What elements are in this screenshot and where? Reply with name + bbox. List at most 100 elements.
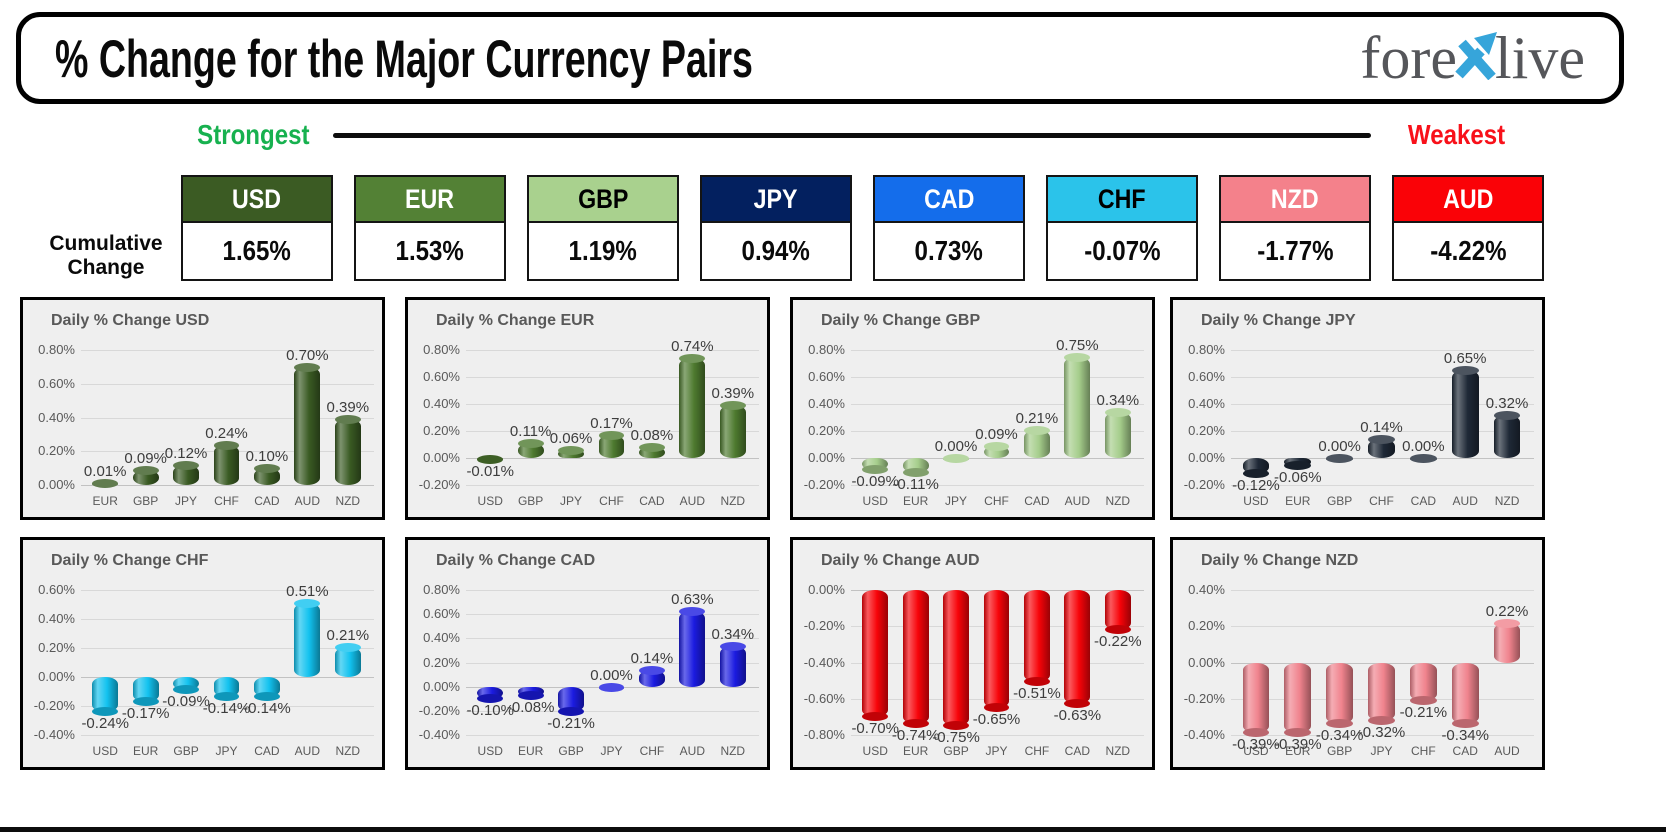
bar-value-label: 0.00% [1402, 438, 1445, 455]
bar-cap [679, 354, 706, 364]
gridline [466, 404, 759, 405]
bar-value-label: 0.39% [326, 399, 370, 417]
currency-code-label: EUR [405, 183, 455, 214]
bar-cad-aud [679, 606, 706, 687]
bar-value-label: 0.70% [286, 346, 329, 364]
bar-value-label: -0.34% [1315, 727, 1364, 745]
bar-value-label: 0.00% [1318, 438, 1361, 455]
bar-aud-jpy [983, 590, 1010, 712]
y-axis-tick-label: 0.40% [808, 396, 845, 411]
bar-value-label: 0.06% [549, 429, 593, 447]
gridline [466, 590, 759, 591]
x-axis-label: GBP [1326, 494, 1353, 508]
bar-cap [1368, 435, 1395, 445]
y-axis-tick-label: 0.80% [808, 342, 845, 357]
bar-cap [334, 642, 361, 652]
bar-gbp-nzd [1104, 408, 1131, 458]
x-axis-label: GBP [173, 744, 199, 758]
y-axis-tick-label: 0.80% [1188, 342, 1225, 357]
bar-cap [213, 440, 240, 450]
bar-cap [294, 362, 321, 372]
bar-cap [558, 707, 584, 717]
gridline [1231, 404, 1534, 405]
bar-aud-eur [902, 590, 929, 729]
bar-value-label: 0.00% [934, 438, 978, 455]
bar-jpy-aud [1451, 366, 1479, 458]
bar-cap [638, 665, 665, 675]
bar-value-label: 0.75% [1056, 336, 1099, 354]
x-axis-label: CAD [254, 744, 280, 758]
bottom-divider [0, 827, 1666, 832]
y-axis-tick-label: -0.20% [1183, 691, 1225, 706]
gridline [466, 485, 759, 486]
bar-cap [598, 682, 625, 692]
x-axis-label: JPY [600, 744, 623, 758]
bar-gbp-cad [1023, 425, 1050, 458]
bar-value-label: 0.09% [975, 425, 1018, 443]
x-axis-label: CHF [214, 494, 239, 508]
bar-value-label: 0.74% [671, 338, 714, 356]
bar-cap [983, 441, 1010, 451]
x-axis-label: EUR [517, 744, 544, 758]
x-axis-label: AUD [679, 744, 706, 758]
bar-chf-usd [92, 677, 119, 716]
bar-value-label: 0.51% [286, 583, 329, 601]
bar-value-label: -0.21% [1399, 703, 1448, 721]
y-axis-tick-label: 0.00% [808, 582, 845, 597]
bar-cap [1368, 715, 1395, 725]
y-axis-tick-label: 0.60% [38, 582, 75, 597]
bar-value-label: -0.74% [891, 727, 940, 745]
bar-cad-gbp [558, 686, 584, 717]
bar-eur-chf [598, 431, 625, 458]
bar-aud-chf [1023, 590, 1050, 687]
bar-value-label: -0.06% [1274, 469, 1322, 487]
bar-value-label: 0.24% [205, 424, 248, 442]
cumulative-value-text: -4.22% [1429, 235, 1507, 266]
bar-cap [902, 467, 929, 477]
gridline [81, 384, 374, 385]
bar-usd-nzd [334, 415, 361, 485]
bar-value-label: 0.32% [1485, 394, 1529, 412]
logo-text-live: live [1495, 25, 1585, 91]
cumulative-value-text: 0.73% [914, 235, 984, 266]
bar-cap [253, 464, 280, 474]
gridline [851, 431, 1144, 432]
bar-chf-gbp [173, 677, 199, 695]
cumulative-value-gbp: 1.19% [527, 223, 679, 281]
bar-eur-cad [638, 443, 665, 458]
x-axis-label: CAD [1452, 744, 1478, 758]
x-axis-label: CAD [254, 494, 280, 508]
bar-cap [1242, 469, 1270, 479]
x-axis-label: CHF [639, 744, 665, 758]
bar-value-label: 0.00% [590, 666, 633, 684]
gridline [466, 458, 759, 459]
y-axis-tick-label: -0.20% [1183, 477, 1225, 492]
bar-usd-aud [294, 362, 321, 485]
logo-text-fore: fore [1360, 25, 1458, 91]
bar-gbp-jpy [943, 454, 969, 463]
bar-cap [943, 720, 969, 730]
bar-cap [862, 711, 889, 721]
gridline [1231, 485, 1534, 486]
bar-value-label: -0.12% [1232, 477, 1280, 495]
cumulative-value-aud: -4.22% [1392, 223, 1544, 281]
y-axis-tick-label: -0.40% [33, 727, 75, 742]
gridline [851, 350, 1144, 351]
cumulative-value-text: 1.19% [568, 235, 638, 266]
bar-value-label: -0.75% [932, 728, 980, 746]
gridline [466, 663, 759, 664]
chart-panel-cad: Daily % Change CAD 0.80% 0.60% 0.40% 0.20% 0.… [405, 537, 770, 770]
bar-jpy-eur [1284, 458, 1312, 471]
bar-value-label: -0.22% [1094, 632, 1142, 650]
cumulative-value-text: 1.53% [395, 235, 465, 266]
bar-cap [598, 431, 625, 441]
y-axis-tick-label: 0.40% [38, 410, 75, 425]
x-axis-label: NZD [335, 494, 361, 508]
x-axis-label: CAD [1064, 744, 1091, 758]
x-axis-label: EUR [92, 494, 118, 508]
bar-cap [517, 691, 544, 701]
x-axis-label: CHF [599, 494, 624, 508]
bar-nzd-gbp [1326, 662, 1354, 729]
bar-value-label: 0.14% [630, 649, 674, 667]
